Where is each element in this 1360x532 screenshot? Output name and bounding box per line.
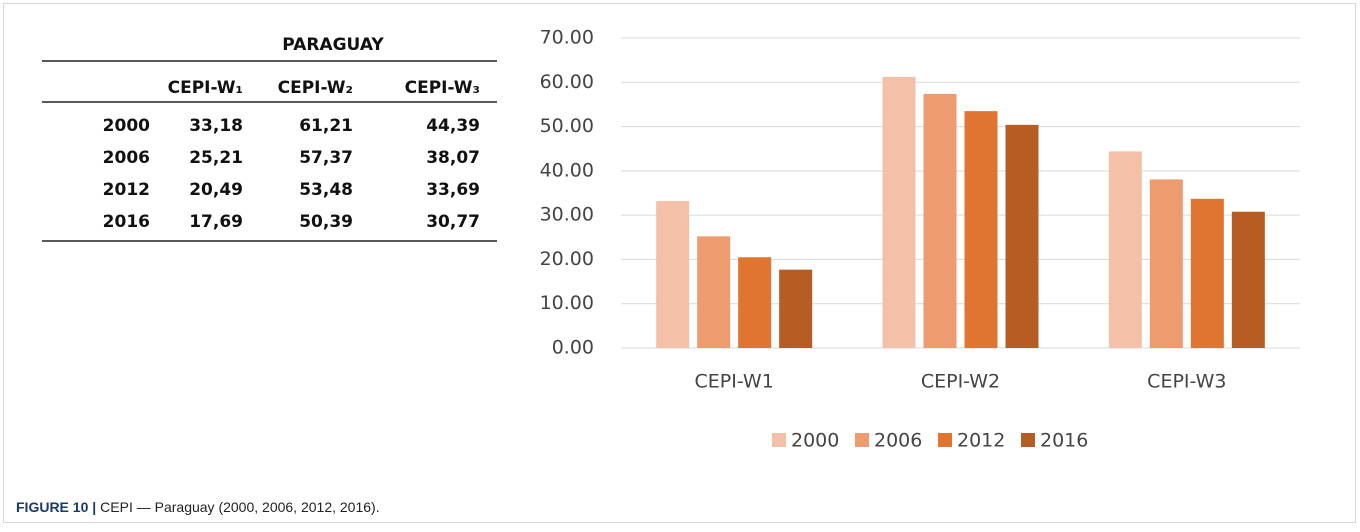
x-tick-label: CEPI-W2 (921, 371, 1000, 393)
caption-text: CEPI — Paraguay (2000, 2006, 2012, 2016)… (100, 499, 379, 515)
table-cell: 2006 (103, 148, 150, 168)
table-header: CEPI-W₃ (405, 78, 480, 98)
y-tick-label: 10.00 (540, 292, 594, 314)
y-tick-label: 70.00 (540, 27, 594, 49)
bar (779, 269, 813, 348)
legend-swatch (772, 433, 786, 447)
table-cell: 57,37 (299, 148, 353, 168)
y-tick-label: 20.00 (540, 248, 594, 270)
bar (923, 93, 957, 348)
caption: FIGURE 10 | CEPI — Paraguay (2000, 2006, … (16, 499, 380, 515)
table-cell: 17,69 (189, 212, 243, 232)
table-header: CEPI-W₁ (168, 78, 243, 98)
legend-label: 2012 (957, 430, 1005, 452)
table-cell: 50,39 (299, 212, 353, 232)
legend-swatch (855, 433, 869, 447)
x-tick-label: CEPI-W3 (1147, 371, 1226, 393)
figure-border (3, 3, 1356, 523)
y-tick-label: 60.00 (540, 71, 594, 93)
bar (656, 201, 690, 348)
table-cell: 61,21 (299, 116, 353, 136)
bar (1231, 211, 1265, 348)
table-cell: 2000 (103, 116, 150, 136)
legend-swatch (1021, 433, 1035, 447)
table-header: CEPI-W₂ (278, 78, 353, 98)
legend-label: 2000 (791, 430, 839, 452)
table-cell: 20,49 (189, 180, 243, 200)
bar (964, 111, 998, 348)
table-cell: 38,07 (426, 148, 480, 168)
y-tick-label: 0.00 (552, 337, 594, 359)
bar (882, 76, 916, 349)
y-tick-label: 50.00 (540, 115, 594, 137)
caption-label: FIGURE 10 | (16, 499, 96, 515)
table-cell: 30,77 (426, 212, 480, 232)
table-cell: 33,18 (189, 116, 243, 136)
table-cell: 33,69 (426, 180, 480, 200)
table-cell: 25,21 (189, 148, 243, 168)
bar (1005, 124, 1039, 348)
table-title: PARAGUAY (282, 35, 384, 55)
bar (1149, 179, 1183, 348)
table-cell: 2012 (103, 180, 150, 200)
y-tick-label: 30.00 (540, 204, 594, 226)
y-tick-label: 40.00 (540, 159, 594, 181)
table-cell: 53,48 (299, 180, 353, 200)
legend-swatch (938, 433, 952, 447)
bar (738, 257, 772, 348)
table-cell: 2016 (103, 212, 150, 232)
bar (697, 236, 731, 348)
bar (1190, 198, 1224, 348)
bar (1108, 151, 1142, 348)
x-tick-label: CEPI-W1 (695, 371, 774, 393)
legend-label: 2016 (1040, 430, 1088, 452)
table-cell: 44,39 (426, 116, 480, 136)
legend-label: 2006 (874, 430, 922, 452)
